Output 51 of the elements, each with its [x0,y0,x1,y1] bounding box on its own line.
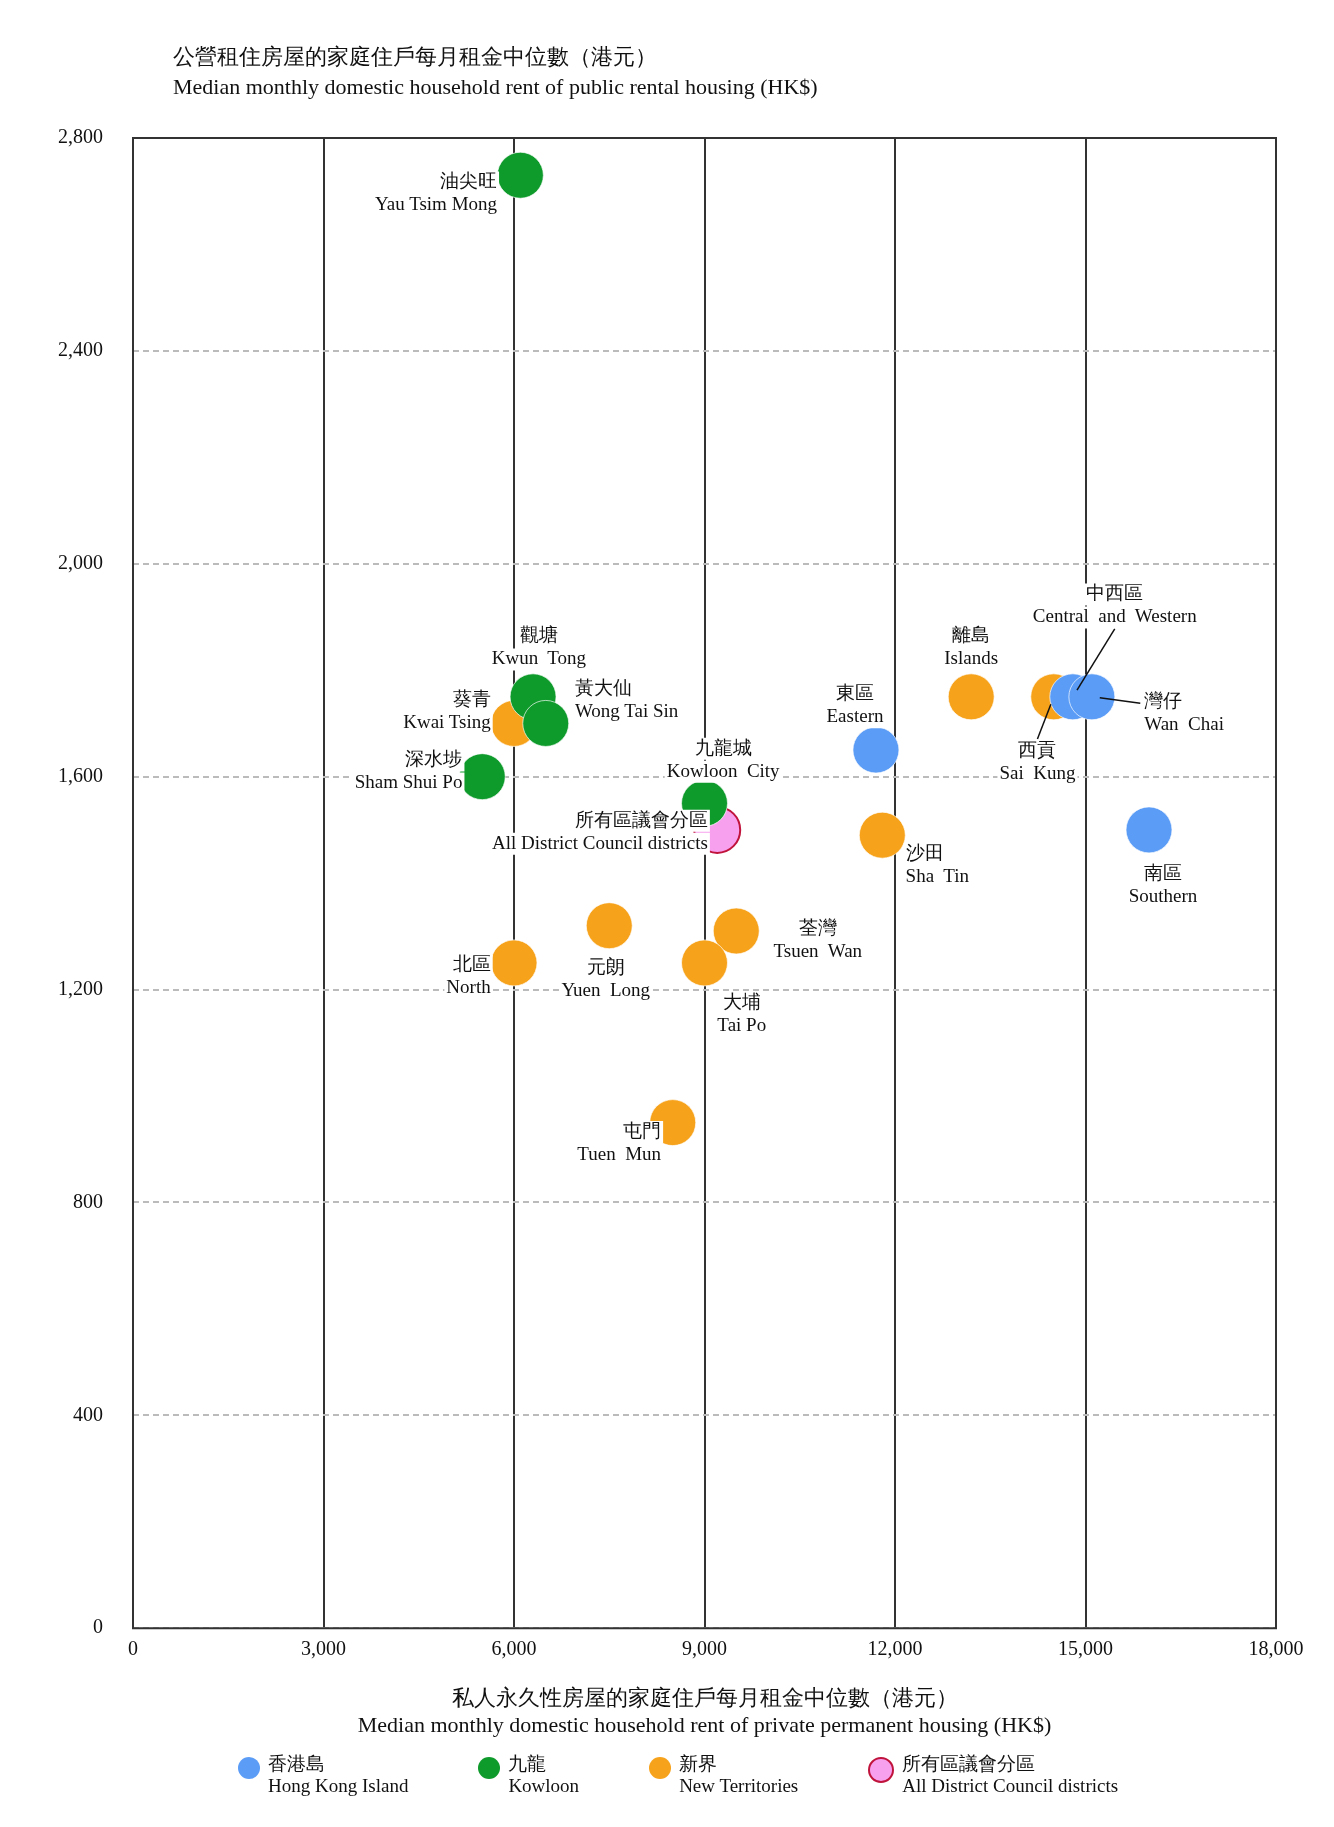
y-tick-label: 0 [93,1615,103,1638]
y-axis-title: 公營租住房屋的家庭住戶每月租金中位數（港元） Median monthly domestic household rent of public rental housing (HK$) [173,44,818,99]
y-tick-label: 2,000 [58,551,103,574]
y-tick-label: 2,400 [58,338,103,361]
annotation: 西貢 Sai Kung [999,738,1076,783]
legend-label: 香港島 Hong Kong Island [268,1753,409,1797]
annotation: 深水埗 Sham Shui Po [354,748,463,793]
point [947,673,995,721]
y-tick-label: 1,600 [58,763,103,786]
annotation: 灣仔 Wan Chai [1144,689,1225,734]
y-tick-label: 400 [73,1402,103,1425]
annotation: 油尖旺 Yau Tsim Mong [375,170,498,215]
x-tick-label: 3,000 [301,1637,346,1660]
legend-label: 新界 New Territories [679,1753,799,1797]
y-tick-label: 1,200 [58,976,103,999]
y-tick-label: 800 [73,1189,103,1212]
point [490,939,538,987]
annotation: 南區 Southern [1128,862,1198,907]
annotation: 屯門 Tuen Mun [577,1120,662,1165]
point [712,907,760,955]
point [681,939,728,987]
annotation: 大埔 Tai Po [717,990,767,1035]
annotation: 黃大仙 Wong Tai Sin [574,676,679,721]
point [852,726,900,774]
annotation: 九龍城 Kowloon City [666,736,781,781]
x-tick-label: 0 [128,1637,138,1660]
x-tick-label: 12,000 [867,1637,923,1660]
x-axis-title: 私人永久性房屋的家庭住戶每月租金中位數（港元） Median monthly domestic household rent of private permanent housing (HK$) [357,1685,1052,1737]
annotation: 荃灣 Tsuen Wan [773,916,863,961]
y-tick-label: 2,800 [58,125,103,148]
legend-label: 九龍 Kowloon [508,1753,580,1797]
annotation: 北區 North [446,953,492,998]
x-tick-label: 9,000 [682,1637,727,1660]
annotation: 沙田 Sha Tin [905,841,970,886]
point [1125,806,1173,854]
annotation: 所有區議會分區 All District Council districts [492,808,708,853]
x-tick-label: 6,000 [491,1637,537,1660]
x-tick-label: 18,000 [1248,1637,1304,1660]
annotation: 東區 Eastern [826,682,884,727]
annotation: 觀塘 Kwun Tong [491,624,587,669]
annotation: 離島 Islands [944,624,999,669]
annotation: 中西區 Central and Western [1032,582,1198,627]
point [496,151,544,199]
point [522,699,570,747]
point [1068,673,1116,721]
point [585,902,633,950]
point [858,811,906,859]
annotation: 元朗 Yuen Long [561,955,651,1000]
x-tick-label: 15,000 [1058,1637,1113,1660]
legend-label: 所有區議會分區 All District Council districts [902,1753,1119,1797]
annotation: 葵青 Kwai Tsing [403,688,492,733]
